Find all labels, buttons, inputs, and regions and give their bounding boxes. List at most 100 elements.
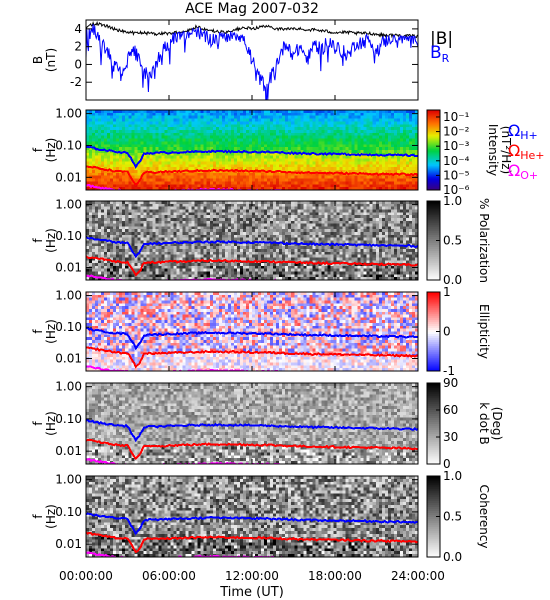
spectrogram-cell xyxy=(227,181,232,185)
spectrogram-cell xyxy=(188,152,193,157)
spectrogram-cell xyxy=(227,187,232,190)
spectrogram-cell xyxy=(167,127,171,131)
spectrogram-cell xyxy=(128,112,132,117)
spectrogram-cell xyxy=(131,203,135,208)
spectrogram-cell xyxy=(230,127,235,131)
spectrogram-cell xyxy=(318,124,322,128)
spectrogram-cell xyxy=(119,112,123,117)
spectrogram-cell xyxy=(182,161,186,165)
spectrogram-cell xyxy=(224,243,229,247)
spectrogram-cell xyxy=(372,170,377,174)
spectrogram-cell xyxy=(185,144,190,148)
spectrogram-cell xyxy=(318,181,322,185)
spectrogram-cell xyxy=(339,178,343,182)
spectrogram-cell xyxy=(170,121,174,125)
spectrogram-cell xyxy=(236,203,241,208)
spectrogram-cell xyxy=(402,155,407,159)
spectrogram-cell xyxy=(384,167,389,171)
spectrogram-cell xyxy=(206,158,211,162)
spectrogram-cell xyxy=(182,132,186,137)
spectrogram-cell xyxy=(209,263,214,267)
spectrogram-cell xyxy=(411,161,416,165)
spectrogram-cell xyxy=(221,263,226,267)
spectrogram-cell xyxy=(321,118,325,122)
spectrogram-cell xyxy=(125,112,129,117)
spectrogram-cell xyxy=(297,187,301,190)
spectrogram-cell xyxy=(110,229,114,233)
spectrogram-cell xyxy=(261,127,265,131)
spectrogram-cell xyxy=(218,226,223,230)
spectrogram-cell xyxy=(245,118,250,122)
spectrogram-cell xyxy=(125,110,129,114)
spectrogram-cell xyxy=(252,110,256,114)
spectrogram-cell xyxy=(221,257,226,261)
spectrogram-cell xyxy=(264,158,268,162)
spectrogram-cell xyxy=(224,115,229,119)
spectrogram-cell xyxy=(125,178,129,182)
spectrogram-cell xyxy=(167,181,171,185)
spectrogram-cell xyxy=(327,118,331,122)
spectrogram-cell xyxy=(149,127,153,131)
spectrogram-cell xyxy=(194,181,199,185)
spectrogram-cell xyxy=(252,118,256,122)
spectrogram-cell xyxy=(303,155,307,159)
spectrogram-cell xyxy=(348,110,352,114)
spectrogram-cell xyxy=(411,127,416,131)
colorbar-label: Intensity xyxy=(486,124,500,176)
spectrogram-cell xyxy=(245,271,250,275)
spectrogram-cell xyxy=(230,234,235,239)
spectrogram-cell xyxy=(155,130,159,134)
spectrogram-cell xyxy=(255,112,259,117)
spectrogram-cell xyxy=(125,175,129,179)
spectrogram-cell xyxy=(203,220,208,224)
spectrogram-cell xyxy=(137,127,141,131)
spectrogram-cell xyxy=(212,237,217,241)
spectrogram-cell xyxy=(261,237,265,241)
spectrogram-cell xyxy=(288,135,292,139)
spectrogram-cell xyxy=(330,115,334,119)
spectrogram-cell xyxy=(411,118,416,122)
spectrogram-cell xyxy=(182,110,186,114)
spectrogram-cell xyxy=(155,243,159,247)
spectrogram-cell xyxy=(236,246,241,250)
spectrogram-cell xyxy=(366,178,371,182)
spectrogram-cell xyxy=(294,178,298,182)
spectrogram-cell xyxy=(408,130,413,134)
spectrogram-cell xyxy=(86,268,90,272)
spectrogram-cell xyxy=(267,172,271,177)
spectrogram-cell xyxy=(348,141,352,145)
spectrogram-cell xyxy=(185,118,190,122)
spectrogram-cell xyxy=(143,115,147,119)
spectrogram-cell xyxy=(300,132,304,137)
spectrogram-cell xyxy=(188,268,193,272)
spectrogram-cell xyxy=(366,158,371,162)
spectrogram-cell xyxy=(348,124,352,128)
spectrogram-cell xyxy=(125,220,129,224)
spectrogram-cell xyxy=(173,232,177,236)
spectrogram-cell xyxy=(239,220,244,224)
spectrogram-cell xyxy=(321,115,325,119)
spectrogram-cell xyxy=(336,167,340,171)
spectrogram-cell xyxy=(116,121,120,125)
spectrogram-cell xyxy=(209,184,214,188)
spectrogram-cell xyxy=(167,246,171,250)
spectrogram-cell xyxy=(285,164,289,168)
spectrogram-cell xyxy=(101,271,105,275)
spectrogram-cell xyxy=(390,184,395,188)
spectrogram-cell xyxy=(143,150,147,154)
spectrogram-cell xyxy=(188,172,193,177)
spectrogram-cell xyxy=(158,274,162,278)
spectrogram-cell xyxy=(176,206,180,210)
spectrogram-cell xyxy=(221,203,226,208)
spectrogram-cell xyxy=(411,115,416,119)
spectrogram-cell xyxy=(267,175,271,179)
spectrogram-cell xyxy=(248,246,253,250)
spectrogram-cell xyxy=(405,121,410,125)
spectrogram-cell xyxy=(209,178,214,182)
spectrogram-cell xyxy=(236,121,241,125)
spectrogram-cell xyxy=(101,161,105,165)
spectrogram-cell xyxy=(267,232,271,236)
spectrogram-cell xyxy=(393,141,398,145)
spectrogram-cell xyxy=(149,274,153,278)
spectrogram-cell xyxy=(261,175,265,179)
